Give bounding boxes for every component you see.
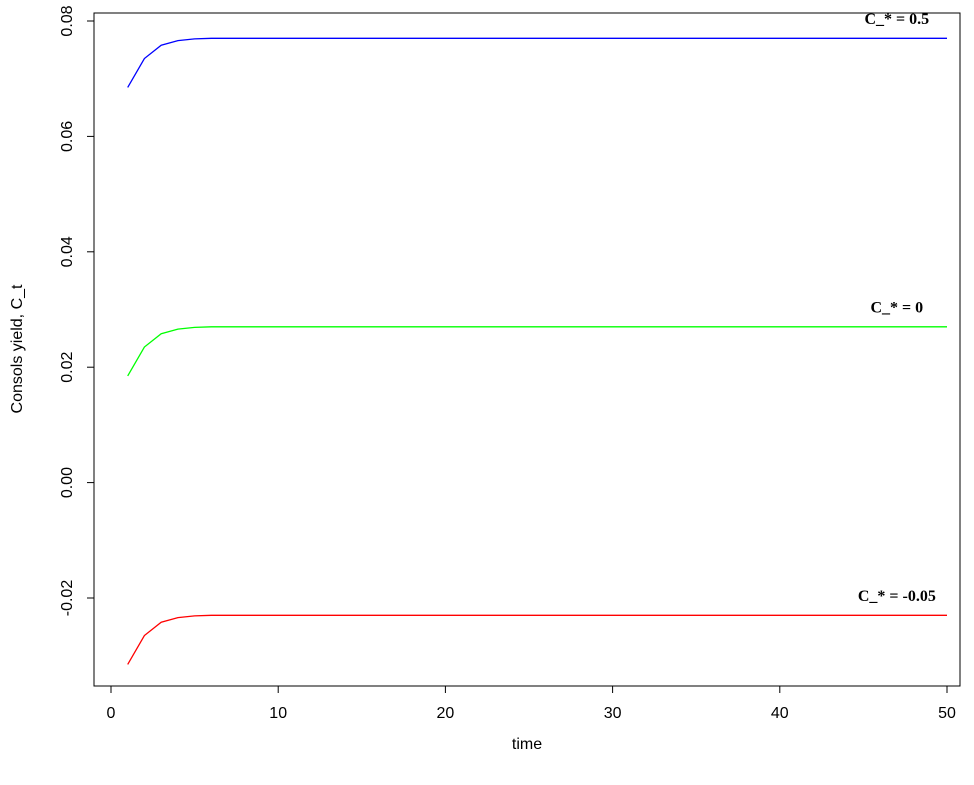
x-tick-label: 10 — [269, 705, 287, 722]
y-axis-title: Consols yield, C_t — [9, 284, 26, 414]
x-tick-label: 0 — [107, 705, 116, 722]
series-label-2: C_* = -0.05 — [858, 588, 936, 605]
series-annotations: C_* = 0.5 C_* = 0 C_* = -0.05 — [858, 11, 936, 605]
series-line-0 — [127, 37, 947, 88]
series-label-0: C_* = 0.5 — [865, 11, 930, 28]
y-tick-label: 0.04 — [59, 236, 76, 267]
y-tick-label: 0.06 — [59, 121, 76, 152]
x-axis-title: time — [512, 736, 542, 753]
y-tick-label: 0.02 — [59, 352, 76, 383]
series-line-1 — [127, 326, 947, 377]
y-tick-label: -0.02 — [59, 580, 76, 617]
series-line-2 — [127, 614, 947, 665]
x-axis: 0 10 20 30 40 50 — [107, 686, 956, 722]
series-lines — [127, 37, 947, 665]
x-tick-label: 40 — [771, 705, 789, 722]
x-tick-label: 20 — [437, 705, 455, 722]
y-axis: -0.02 0.00 0.02 0.04 0.06 0.08 — [59, 5, 94, 616]
series-label-1: C_* = 0 — [871, 299, 924, 316]
x-tick-label: 50 — [938, 705, 956, 722]
x-tick-label: 30 — [604, 705, 622, 722]
plot-frame — [93, 12, 961, 687]
y-tick-label: 0.08 — [59, 5, 76, 36]
y-tick-label: 0.00 — [59, 467, 76, 498]
